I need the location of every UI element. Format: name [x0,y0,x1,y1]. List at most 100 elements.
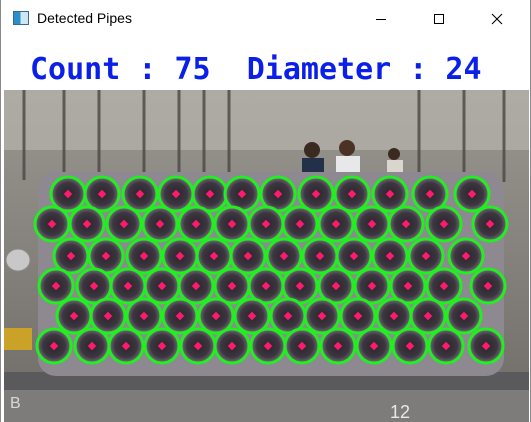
pipe-center-marker [295,219,305,229]
detected-pipe-circle [389,267,427,305]
pipe-center-marker [353,311,363,321]
detected-pipe-circle [469,267,507,305]
detected-pipe-circle [317,205,355,243]
window-title: Detected Pipes [37,10,132,26]
pipe-center-marker [385,251,395,261]
pipe-center-marker [263,341,273,351]
detected-pipe-circle [141,205,179,243]
detected-pipe-circle [425,205,463,243]
pipe-center-marker [157,281,167,291]
detected-pipe-circle [407,237,445,275]
detected-pipe-circle [125,297,163,335]
detected-pipe-circle [161,297,199,335]
minimize-icon [376,19,386,20]
pipe-center-marker [211,311,221,321]
pipe-center-marker [439,281,449,291]
pipe-center-marker [485,219,495,229]
detected-pipe-circle [467,327,505,365]
pipe-center-marker [261,281,271,291]
pipe-center-marker [459,311,469,321]
detected-pipe-circle [233,297,271,335]
detected-pipe-circle [177,205,215,243]
detected-pipe-circle [197,297,235,335]
pipe-center-marker [405,341,415,351]
detected-pipes-layer [33,175,509,365]
detected-pipe-circle [453,175,491,213]
pipe-center-marker [47,219,57,229]
detected-pipe-circle [411,175,449,213]
pipe-center-marker [441,341,451,351]
pipe-center-marker [171,189,181,199]
detected-pipe-circle [283,327,321,365]
detected-pipe-circle [425,267,463,305]
pipe-center-marker [273,189,283,199]
minimize-button[interactable] [358,0,404,38]
detected-pipe-circle [447,237,485,275]
pipe-center-marker [483,281,493,291]
detected-pipe-circle [319,327,357,365]
pipe-center-marker [191,281,201,291]
pipes-photo: B 12 [4,90,529,422]
maximize-button[interactable] [416,0,462,38]
photo-label-right: 12 [390,402,410,422]
detected-pipe-circle [371,237,409,275]
detected-pipe-circle [177,267,215,305]
detected-pipe-circle [355,327,393,365]
pipe-center-marker [103,311,113,321]
detected-pipe-circle [427,327,465,365]
pipe-center-marker [279,251,289,261]
pipe-center-marker [385,189,395,199]
detected-pipe-circle [107,327,145,365]
pipe-center-marker [311,189,321,199]
pipe-center-marker [347,189,357,199]
title-bar[interactable]: Detected Pipes [1,0,530,38]
detected-pipe-circle [409,297,447,335]
pipe-center-marker [461,251,471,261]
detected-pipe-circle [125,237,163,275]
pipe-center-marker [333,341,343,351]
photo-label-left: B [10,395,21,412]
detected-pipe-circle [37,267,75,305]
detected-pipe-circle [391,327,429,365]
pipe-center-marker [135,189,145,199]
detected-pipe-circle [303,297,341,335]
pipe-center-marker [121,341,131,351]
detected-pipe-circle [35,327,73,365]
pipe-center-marker [261,219,271,229]
detected-pipe-circle [339,297,377,335]
pipe-center-marker [331,281,341,291]
pipe-center-marker [82,219,92,229]
pipe-center-marker [401,219,411,229]
detected-pipe-circle [445,297,483,335]
pipe-center-marker [349,251,359,261]
pipe-center-marker [297,341,307,351]
pipe-center-marker [369,341,379,351]
detected-pipe-circle [143,327,181,365]
pipe-center-marker [423,311,433,321]
detected-pipe-circle [353,267,391,305]
pipe-center-marker [227,219,237,229]
pipe-center-marker [97,189,107,199]
pipe-center-marker [191,219,201,229]
detected-pipe-circle [387,205,425,243]
close-button[interactable] [474,0,520,38]
pipe-center-marker [123,281,133,291]
detected-pipe-circle [121,175,159,213]
count-diameter-overlay: Count : 75 Diameter : 24 [30,52,482,87]
pipe-center-marker [367,281,377,291]
pipe-center-marker [119,219,129,229]
pipe-center-marker [69,311,79,321]
pipe-center-marker [295,281,305,291]
detected-pipe-circle [281,205,319,243]
pipe-center-marker [49,341,59,351]
pipe-center-marker [403,281,413,291]
pipe-center-marker [89,281,99,291]
pipe-center-marker [315,251,325,261]
pipe-center-marker [367,219,377,229]
detected-pipe-circle [213,327,251,365]
pipe-center-marker [87,341,97,351]
detected-pipe-circle [68,205,106,243]
pipe-center-marker [331,219,341,229]
detected-pipe-circle [265,237,303,275]
